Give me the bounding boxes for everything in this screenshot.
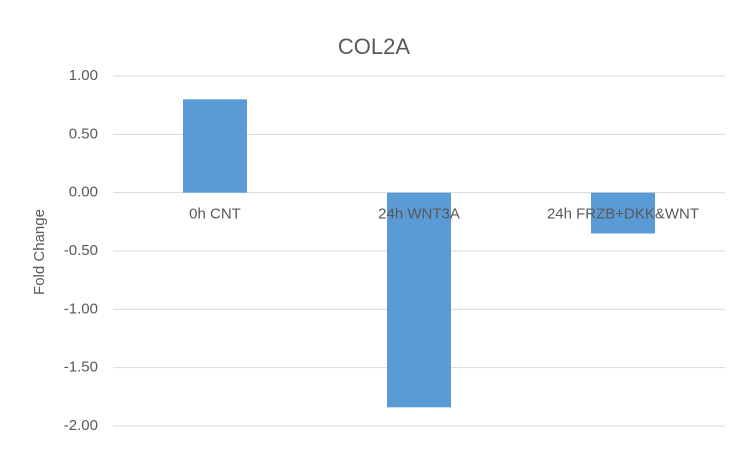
y-tick-label: 0.50 <box>69 125 98 142</box>
y-axis-label: Fold Change <box>31 209 48 295</box>
y-tick-label: -2.00 <box>64 417 98 434</box>
bar <box>183 99 247 193</box>
bar <box>387 192 451 408</box>
bar <box>591 192 655 234</box>
y-tick-label: -1.50 <box>64 359 98 376</box>
x-tick-label: 24h FRZB+DKK&WNT <box>547 206 699 223</box>
y-tick-label: -0.50 <box>64 242 98 259</box>
y-tick-label: 0.00 <box>69 184 98 201</box>
x-tick-label: 0h CNT <box>189 206 241 223</box>
chart-title: COL2A <box>338 34 410 59</box>
y-tick-label: -1.00 <box>64 300 98 317</box>
y-tick-label: 1.00 <box>69 67 98 84</box>
x-tick-label: 24h WNT3A <box>378 206 460 223</box>
